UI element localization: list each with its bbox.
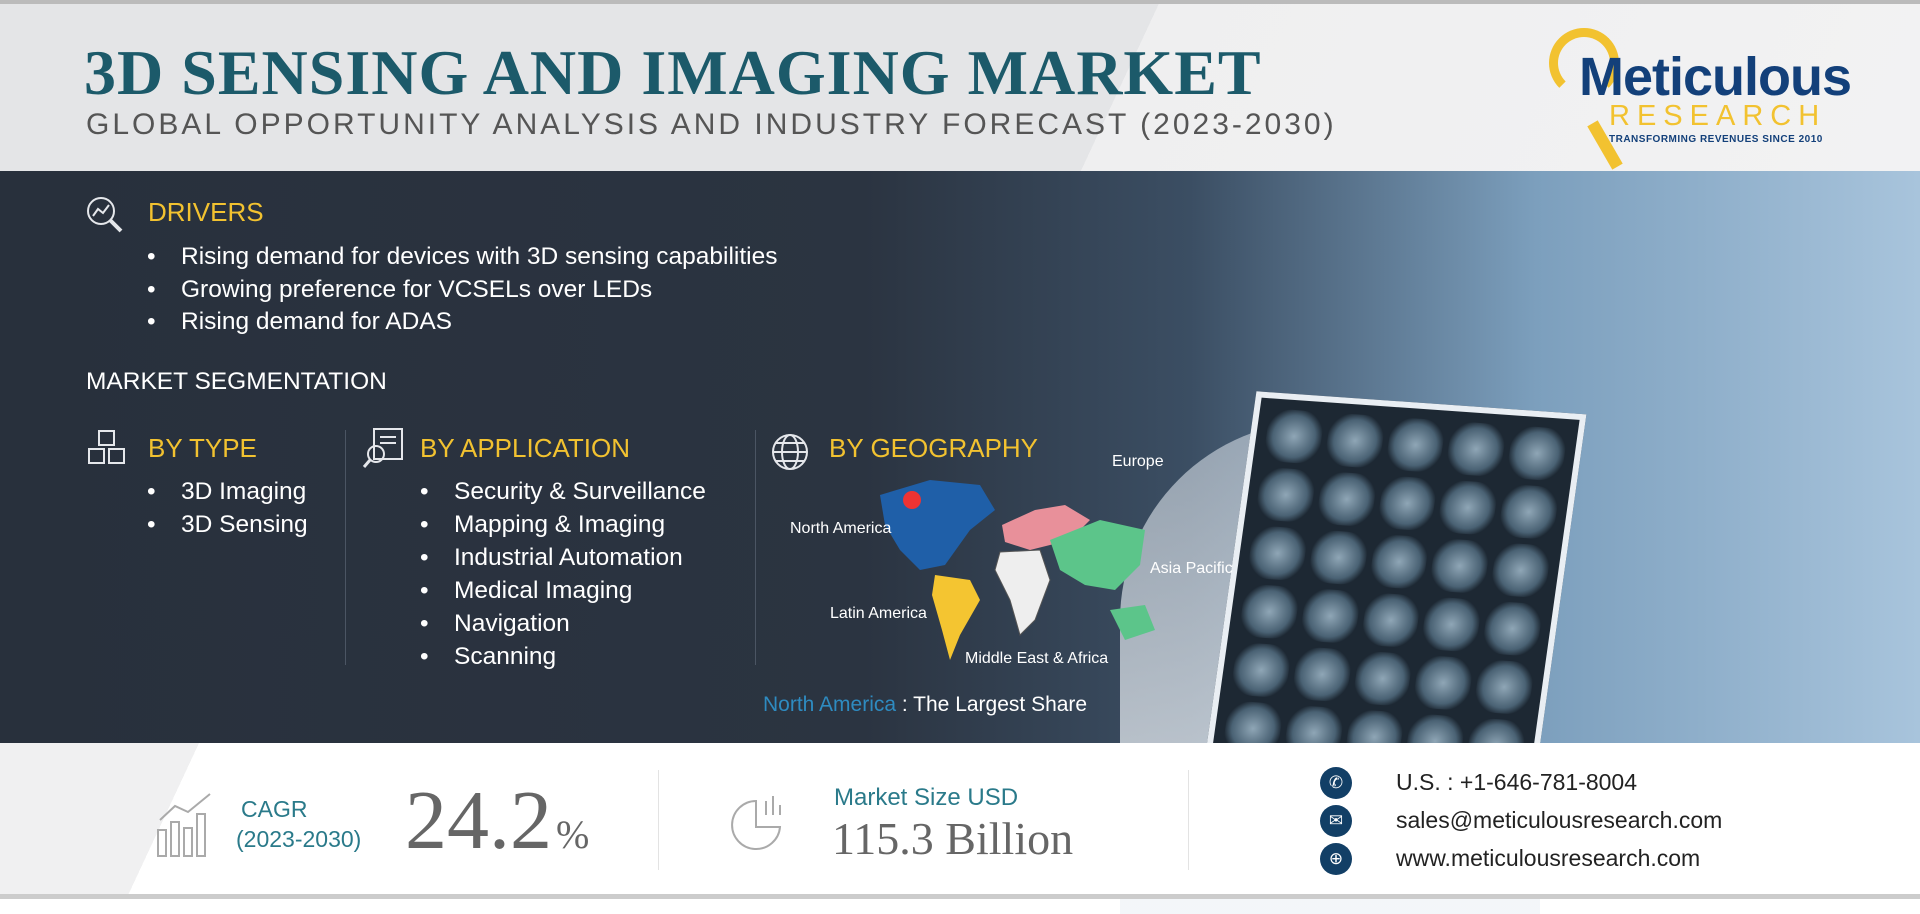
- web-globe-icon: ⊕: [1320, 843, 1352, 875]
- logo-sub: RESEARCH: [1609, 100, 1827, 132]
- divider: [345, 430, 346, 665]
- application-item: Navigation: [420, 610, 570, 638]
- logo-magnifier-icon: [1549, 28, 1619, 98]
- cagr-stat: 24.2 %: [405, 776, 589, 866]
- label-mea: Middle East & Africa: [965, 650, 1109, 667]
- driver-item: Growing preference for VCSELs over LEDs: [147, 276, 652, 304]
- segmentation-heading: MARKET SEGMENTATION: [86, 368, 387, 395]
- page-subtitle: GLOBAL OPPORTUNITY ANALYSIS AND INDUSTRY…: [86, 108, 1337, 141]
- cagr-label: CAGR: [241, 796, 308, 822]
- pie-chart-icon: [731, 796, 782, 850]
- divider: [755, 430, 756, 665]
- application-item: Medical Imaging: [420, 577, 632, 605]
- type-item: 3D Sensing: [147, 511, 308, 539]
- market-size-label: Market Size USD: [834, 784, 1019, 811]
- logo: Meticulous RESEARCH TRANSFORMING REVENUE…: [1549, 28, 1869, 170]
- location-pin-icon: [903, 491, 921, 509]
- label-latin-america: Latin America: [830, 605, 927, 622]
- globe-icon: [772, 434, 808, 470]
- page-title: 3D SENSING AND IMAGING MARKET: [84, 37, 1262, 108]
- by-geography-heading: BY GEOGRAPHY: [829, 433, 1039, 463]
- largest-region: North America: [763, 693, 897, 716]
- largest-label: : The Largest Share: [896, 693, 1088, 716]
- driver-item: Rising demand for devices with 3D sensin…: [147, 243, 778, 271]
- cubes-icon: [88, 430, 125, 464]
- email-icon: ✉: [1320, 805, 1352, 837]
- header-banner: 3D SENSING AND IMAGING MARKET GLOBAL OPP…: [0, 0, 1920, 171]
- by-type-heading: BY TYPE: [148, 433, 257, 463]
- map-asia: [1050, 520, 1145, 590]
- footer: [0, 743, 1920, 899]
- largest-share-note: North America : The Largest Share: [763, 693, 1087, 717]
- logo-name: Meticulous: [1579, 47, 1852, 107]
- contact-phone[interactable]: U.S. : +1-646-781-8004: [1396, 769, 1638, 795]
- cagr-period: (2023-2030): [236, 826, 362, 852]
- map-north-america: [880, 480, 995, 570]
- market-size-value: 115.3 Billion: [832, 813, 1074, 864]
- application-item: Mapping & Imaging: [420, 511, 665, 539]
- growth-chart-icon: [157, 793, 211, 857]
- application-item: Security & Surveillance: [420, 478, 706, 506]
- contact-website[interactable]: www.meticulousresearch.com: [1396, 845, 1701, 871]
- by-application-heading: BY APPLICATION: [420, 433, 631, 463]
- map-australia: [1110, 605, 1155, 640]
- xray-image: [1203, 391, 1587, 791]
- type-item: 3D Imaging: [147, 478, 306, 506]
- magnifier-chart-icon: [87, 197, 123, 233]
- cagr-value: 24.2: [405, 774, 552, 867]
- drivers-heading: DRIVERS: [148, 197, 264, 227]
- driver-item: Rising demand for ADAS: [147, 308, 452, 336]
- phone-icon: ✆: [1320, 767, 1352, 799]
- cagr-unit: %: [556, 812, 590, 857]
- application-item: Industrial Automation: [420, 544, 683, 572]
- label-europe: Europe: [1112, 453, 1164, 470]
- logo-tagline: TRANSFORMING REVENUES SINCE 2010: [1609, 134, 1823, 145]
- divider: [1188, 770, 1189, 870]
- map-africa: [994, 549, 1051, 636]
- application-item: Scanning: [420, 643, 556, 671]
- label-north-america: North America: [790, 520, 892, 537]
- contact-email[interactable]: sales@meticulousresearch.com: [1396, 807, 1723, 833]
- world-map: [880, 480, 1155, 660]
- divider: [658, 770, 659, 870]
- label-asia-pacific: Asia Pacific: [1150, 560, 1233, 577]
- map-latin-america: [932, 575, 980, 660]
- search-document-icon: [362, 428, 403, 468]
